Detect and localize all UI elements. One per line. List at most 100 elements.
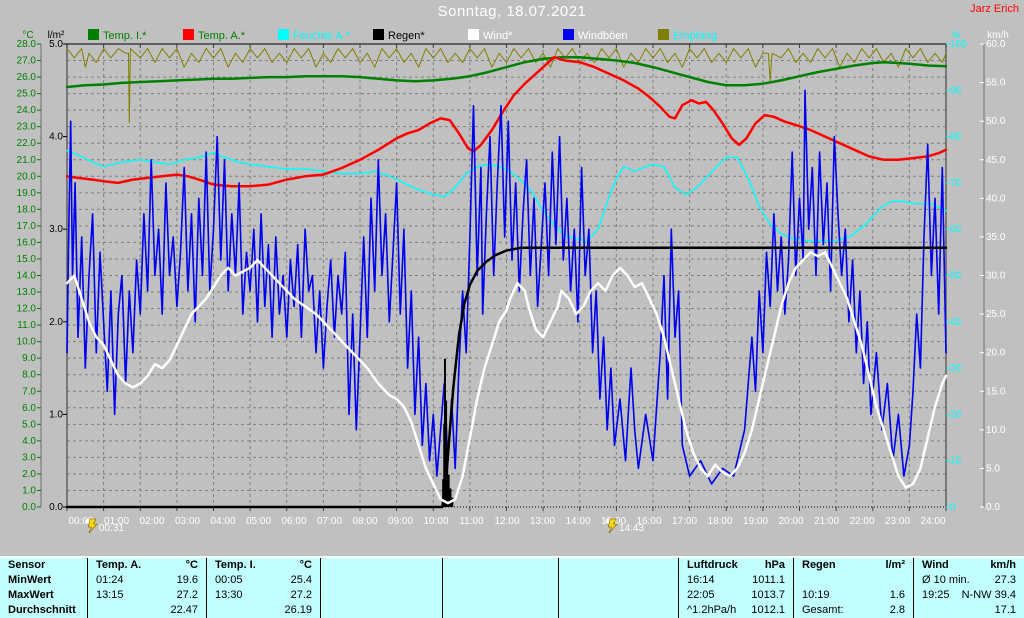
- event-marker: 14:43: [604, 517, 644, 534]
- tick-label-temp: 17.0: [17, 221, 37, 232]
- weather-chart: °C 0.0 1.0 2.0 3.0 4.0 5.0 6.0 7.0 8.0 9.0 10.0 11.0…: [17, 29, 1009, 534]
- table-column: Temp. A. °C 01:24 19.6 13:15 27.2 22.47: [88, 558, 207, 618]
- cell-time: 19:25: [922, 589, 950, 601]
- cell-value: 27.2: [290, 589, 312, 601]
- table-column: Luftdruck hPa 16:14 1011.1 22:05 1013.7 ^1.2hP…: [679, 558, 794, 618]
- series-empfang: [66, 48, 947, 124]
- table-cell: 22:05 1013.7: [679, 588, 793, 603]
- cell-value: 27.2: [176, 589, 198, 601]
- time-label: 09:00: [388, 516, 413, 527]
- tick-label-temp: 26.0: [17, 72, 37, 83]
- tick-label-temp: 18.0: [17, 204, 37, 215]
- lightning-icon: [608, 518, 618, 534]
- tick-label-windax: 0.0: [986, 502, 1000, 513]
- sensor-name: Wind: [922, 559, 949, 571]
- tick-label-temp: 23.0: [17, 122, 37, 133]
- legend-label: Wind*: [483, 30, 513, 42]
- sensor-unit: °C: [299, 559, 312, 571]
- station-owner-label: Jarz Erich: [970, 3, 1019, 15]
- series-temp-i-: [65, 55, 948, 89]
- table-column: [559, 558, 679, 618]
- lightning-icon: [88, 518, 98, 534]
- row-label-text: MaxWert: [8, 589, 54, 601]
- table-cell: 13:15 27.2: [88, 588, 206, 603]
- tick-label-temp: 0.0: [22, 502, 36, 513]
- time-label: 00:00: [68, 516, 93, 527]
- legend-item: [278, 29, 289, 40]
- statistics-table: Sensor MinWert MaxWert Durchschnitt Temp. A.…: [0, 556, 1024, 618]
- table-cell: ^1.2hPa/h 1012.1: [679, 603, 793, 618]
- tick-label-hum: 100: [950, 39, 967, 50]
- tick-label-temp: 12.0: [17, 304, 37, 315]
- tick-label-hum: 60: [950, 224, 962, 235]
- tick-label-rain: 4.0: [49, 132, 63, 143]
- row-label-text: Sensor: [8, 559, 46, 571]
- time-label: 18:00: [707, 516, 732, 527]
- tick-label-rain: 0.0: [49, 502, 63, 513]
- table-header-cell: Temp. I. °C: [207, 558, 320, 573]
- cell-value: 1012.1: [751, 604, 785, 616]
- table-cell: [443, 588, 558, 603]
- page-title: Sonntag, 18.07.2021: [437, 3, 587, 20]
- tick-label-temp: 10.0: [17, 337, 37, 348]
- cell-value: 27.3: [994, 574, 1016, 586]
- cell-value: 17.1: [994, 604, 1016, 616]
- cell-time: 16:14: [687, 574, 715, 586]
- tick-label-temp: 28.0: [17, 39, 37, 50]
- cell-value: 1.6: [889, 589, 905, 601]
- cell-value: 2.8: [889, 604, 905, 616]
- tick-label-temp: 7.0: [22, 386, 36, 397]
- tick-label-windax: 60.0: [986, 39, 1006, 50]
- row-label-text: Durchschnitt: [8, 604, 76, 616]
- sensor-name: Temp. I.: [215, 559, 256, 571]
- time-label: 08:00: [352, 516, 377, 527]
- time-label: 11:00: [459, 516, 484, 527]
- table-cell: 17.1: [914, 603, 1024, 618]
- table-cell: 00:05 25.4: [207, 573, 320, 588]
- tick-label-windax: 25.0: [986, 309, 1006, 320]
- time-label: 23:00: [885, 516, 910, 527]
- cell-value: 1013.7: [751, 589, 785, 601]
- event-marker-time: 14:43: [619, 523, 644, 534]
- tick-label-hum: 0: [950, 502, 956, 513]
- table-cell: 16:14 1011.1: [679, 573, 793, 588]
- tick-label-rain: 5.0: [49, 39, 63, 50]
- table-cell: Gesamt: 2.8: [794, 603, 913, 618]
- time-label: 20:00: [778, 516, 803, 527]
- series-feuchte-a-: [66, 149, 947, 242]
- tick-label-hum: 80: [950, 132, 962, 143]
- series-regen-summe: [65, 246, 948, 509]
- tick-label-temp: 9.0: [22, 353, 36, 364]
- tick-label-windax: 30.0: [986, 271, 1006, 282]
- time-label: 05:00: [246, 516, 271, 527]
- cell-time: 00:05: [215, 574, 243, 586]
- legend-label: Feuchte A.*: [293, 30, 351, 42]
- table-row-label-column: Sensor MinWert MaxWert Durchschnitt: [0, 558, 88, 618]
- legend-item: [88, 29, 99, 40]
- tick-label-temp: 16.0: [17, 237, 37, 248]
- time-label: 03:00: [175, 516, 200, 527]
- tick-label-windax: 35.0: [986, 232, 1006, 243]
- cell-time: ^1.2hPa/h: [687, 604, 737, 616]
- tick-label-windax: 15.0: [986, 386, 1006, 397]
- cell-time: Ø 10 min.: [922, 574, 970, 586]
- tick-label-rain: 3.0: [49, 224, 63, 235]
- tick-label-temp: 13.0: [17, 287, 37, 298]
- cell-time: Gesamt:: [802, 604, 844, 616]
- table-header-cell: Wind km/h: [914, 558, 1024, 573]
- sensor-name: Regen: [802, 559, 836, 571]
- series-temp-a-: [65, 55, 948, 188]
- table-header-cell: Temp. A. °C: [88, 558, 206, 573]
- cell-time: 13:30: [215, 589, 243, 601]
- cell-value: 22.47: [170, 604, 198, 616]
- table-cell: [559, 603, 678, 618]
- table-column: [321, 558, 443, 618]
- table-header-cell: Luftdruck hPa: [679, 558, 793, 573]
- table-row-label: MinWert: [0, 573, 87, 588]
- legend-item: [468, 29, 479, 40]
- axis-unit-windax: km/h: [987, 30, 1009, 41]
- tick-label-rain: 2.0: [49, 317, 63, 328]
- legend-item: [373, 29, 384, 40]
- table-cell: [794, 573, 913, 588]
- sensor-unit: km/h: [990, 559, 1016, 571]
